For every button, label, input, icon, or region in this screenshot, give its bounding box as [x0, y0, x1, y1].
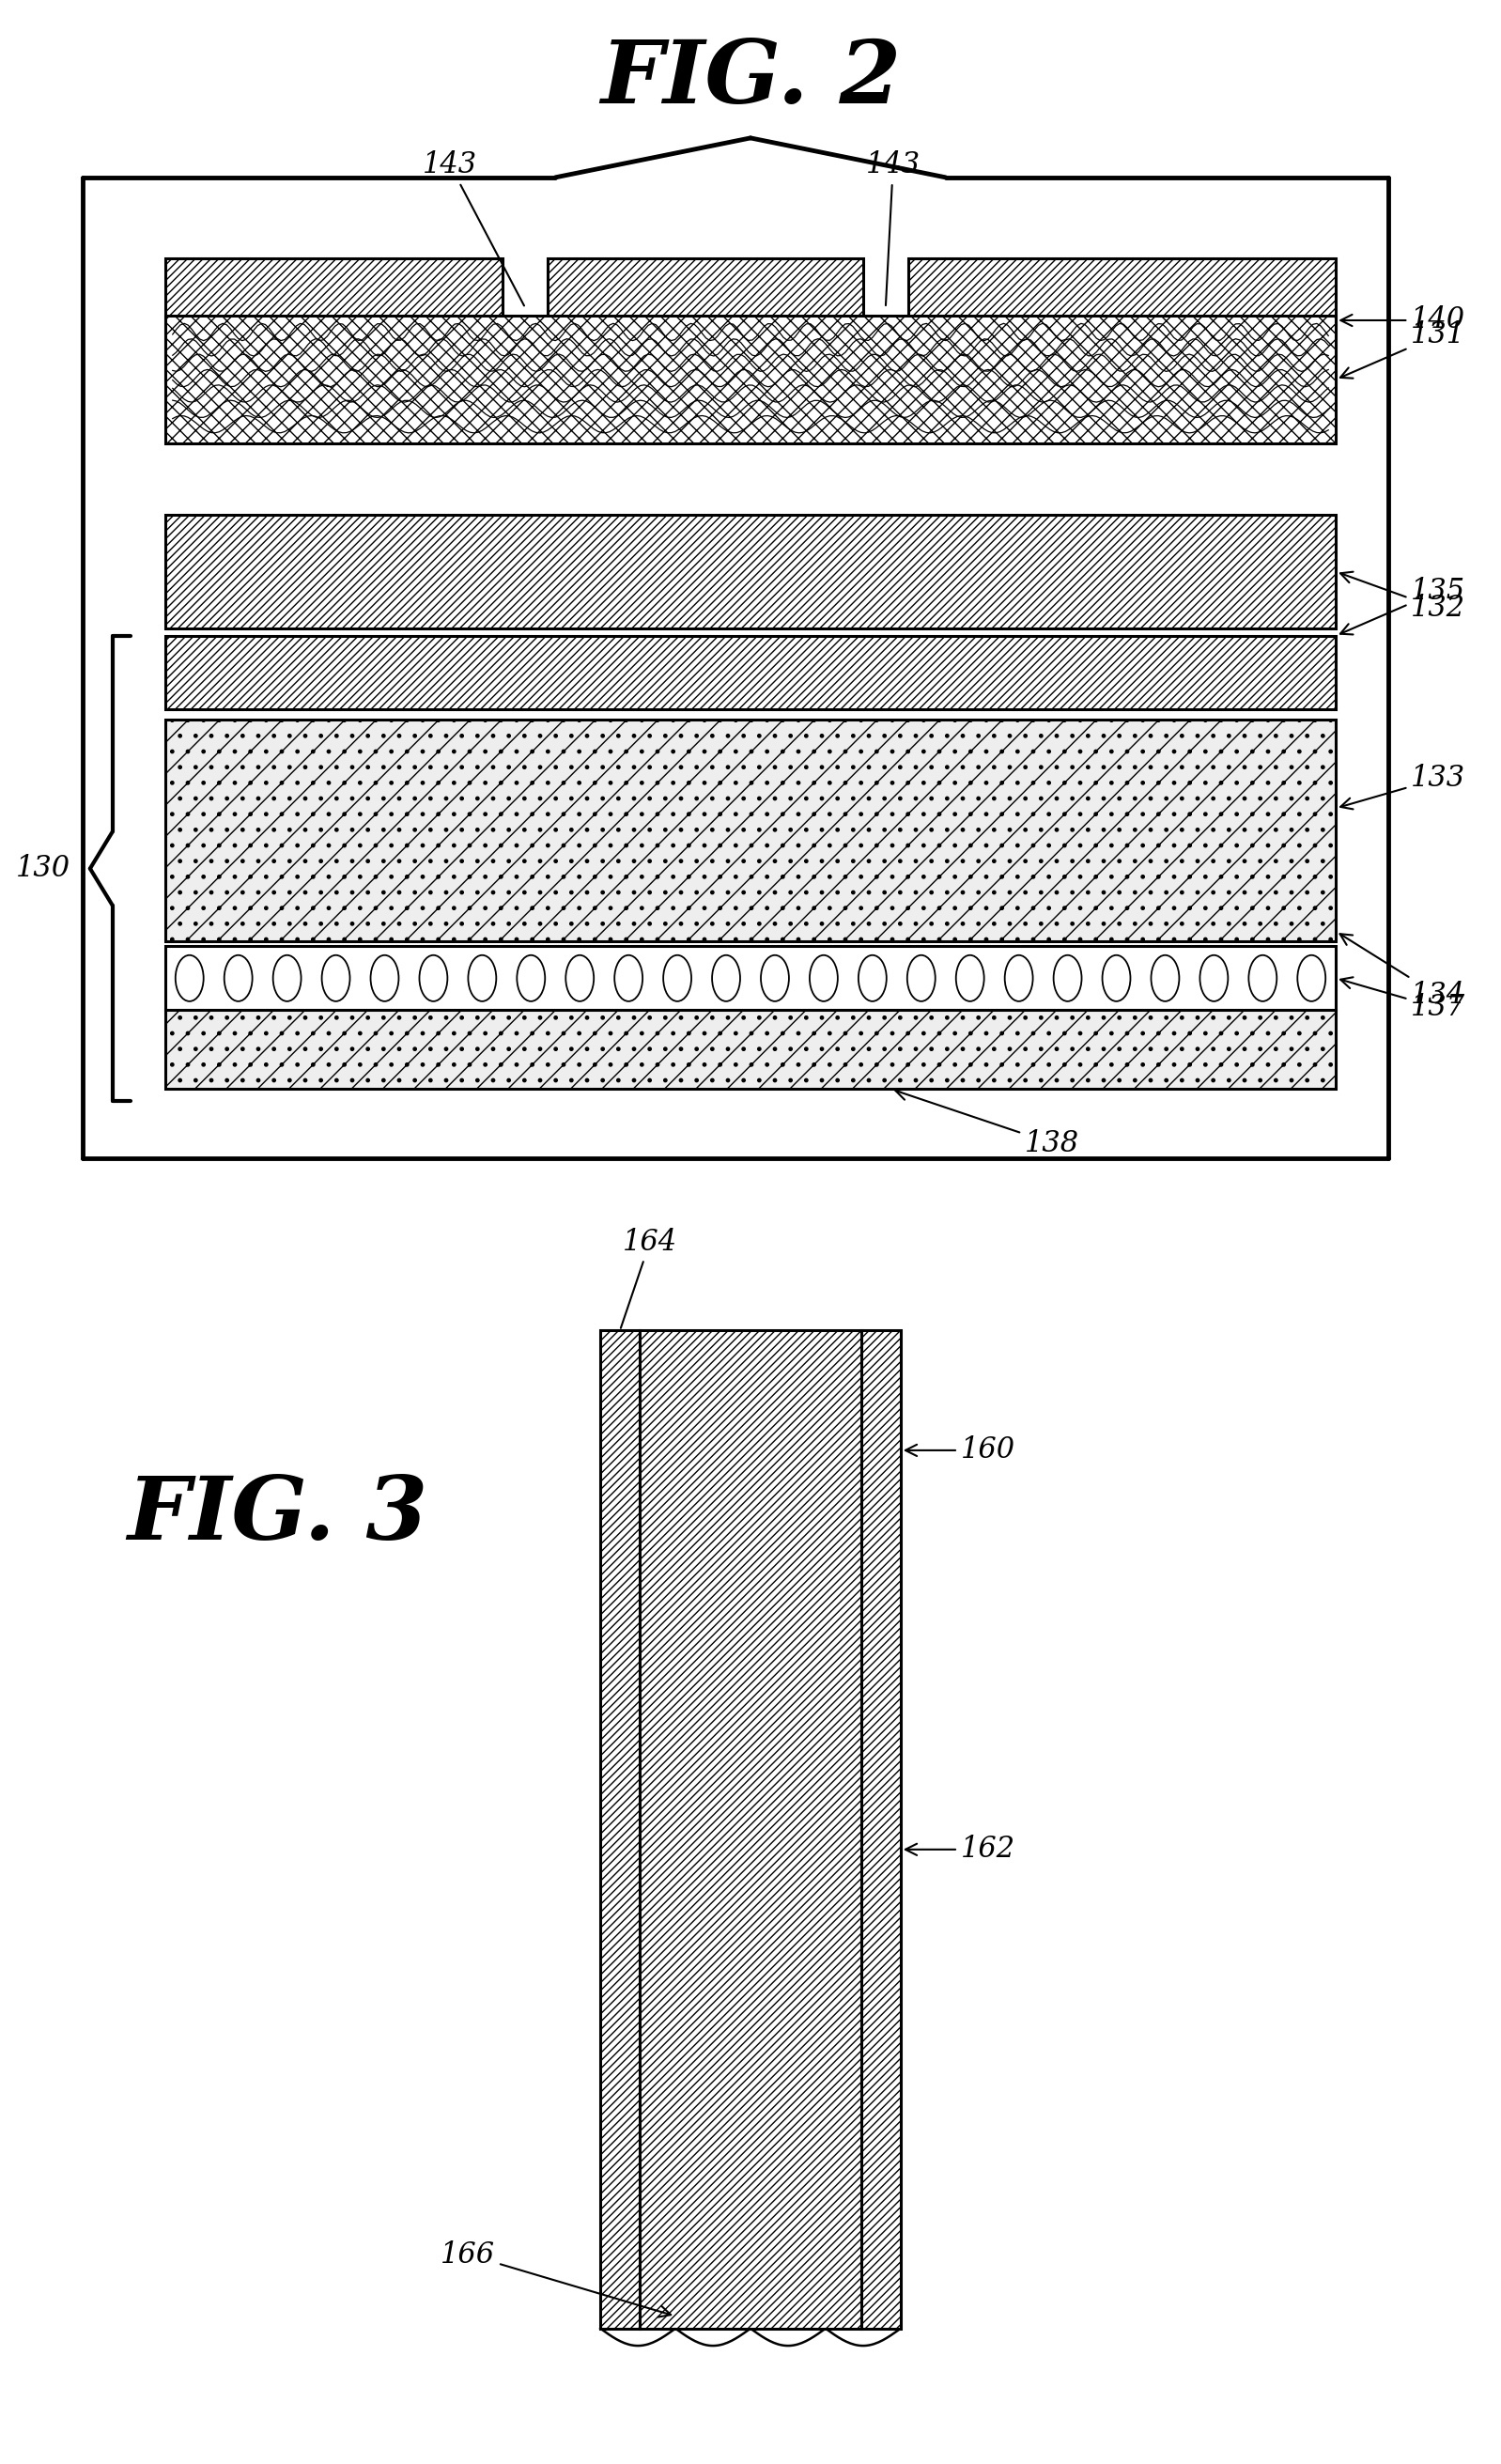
- Text: 162: 162: [905, 1836, 1015, 1865]
- Text: 135: 135: [1340, 577, 1465, 636]
- Text: 132: 132: [1340, 572, 1465, 623]
- Bar: [908, 259, 1336, 382]
- Text: 143: 143: [866, 150, 920, 306]
- Text: 131: 131: [1340, 320, 1465, 379]
- Text: 133: 133: [1340, 764, 1465, 808]
- Text: 137: 137: [1340, 978, 1465, 1023]
- Bar: [165, 636, 1336, 710]
- Bar: [165, 719, 1336, 941]
- Text: 143: 143: [423, 150, 524, 306]
- Bar: [548, 259, 863, 382]
- Text: FIG. 2: FIG. 2: [600, 37, 901, 121]
- Text: 166: 166: [441, 2240, 671, 2316]
- Text: 160: 160: [905, 1437, 1015, 1466]
- Bar: [165, 1010, 1336, 1089]
- Text: 164: 164: [621, 1227, 677, 1328]
- Text: 130: 130: [17, 855, 71, 882]
- Text: 138: 138: [896, 1089, 1079, 1158]
- Text: 140: 140: [1340, 306, 1465, 335]
- Bar: [165, 259, 503, 382]
- Bar: [639, 1331, 862, 2328]
- Bar: [165, 515, 1336, 628]
- Bar: [862, 1331, 901, 2328]
- Text: FIG. 3: FIG. 3: [128, 1473, 428, 1557]
- Bar: [600, 1331, 639, 2328]
- Bar: [165, 946, 1336, 1010]
- Text: 134: 134: [1340, 934, 1465, 1010]
- Bar: [165, 315, 1336, 444]
